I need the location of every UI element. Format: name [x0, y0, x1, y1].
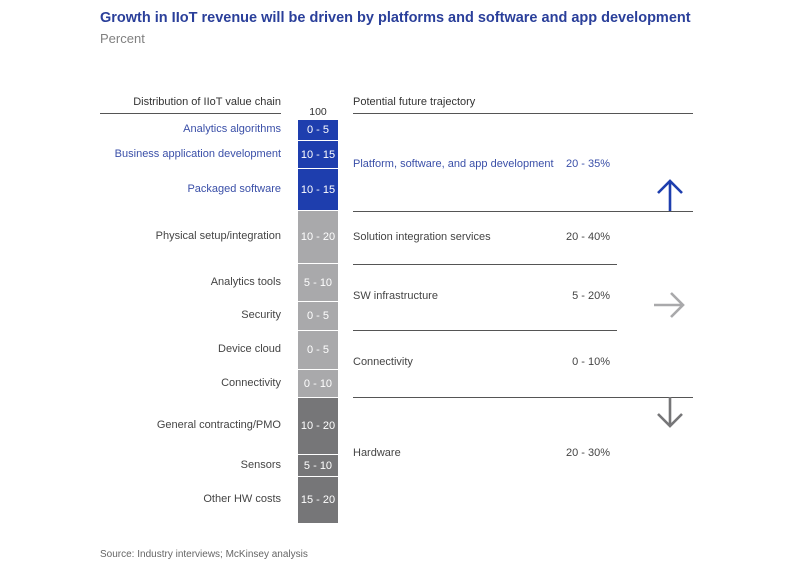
segment-category-label: Device cloud [218, 343, 281, 355]
up-arrow-icon [657, 179, 683, 211]
trajectory-value: 20 - 40% [565, 231, 610, 243]
segment-category-label: Other HW costs [203, 493, 281, 505]
segment-range-label: 10 - 20 [300, 420, 336, 432]
bar-segment: 0 - 5 [298, 120, 338, 140]
trajectory-value: 5 - 20% [572, 290, 610, 302]
segment-category-label: General contracting/PMO [156, 419, 281, 431]
down-arrow-icon [657, 397, 683, 428]
bar-segment: 0 - 5 [298, 331, 338, 369]
segment-range-label: 10 - 15 [300, 183, 336, 196]
trajectory-value: 20 - 35% [565, 158, 610, 170]
segment-range-label: 15 - 20 [300, 494, 336, 506]
segment-range-label: 0 - 5 [306, 344, 329, 356]
segment-category-label: Analytics algorithms [183, 123, 281, 135]
segment-category-label: Connectivity [221, 376, 281, 389]
trajectory-divider [353, 397, 693, 398]
trajectory-value: 20 - 30% [565, 447, 610, 459]
bar-segment: 10 - 15 [298, 169, 338, 210]
bar-segment: 0 - 10 [298, 370, 338, 397]
segment-category-label: Business application development [114, 147, 281, 160]
segment-range-label: 5 - 10 [303, 276, 333, 289]
segment-range-label: 10 - 20 [300, 231, 336, 243]
left-header-divider [100, 113, 281, 114]
segment-range-label: 0 - 10 [303, 377, 333, 390]
trajectory-label: Platform, software, and app development [353, 158, 554, 170]
segment-category-label: Sensors [240, 458, 281, 471]
bar-segment: 0 - 5 [298, 302, 338, 330]
right-header-divider [353, 113, 693, 114]
trajectory-divider [353, 211, 693, 212]
segment-range-label: 0 - 5 [306, 310, 329, 322]
trajectory-label: Hardware [353, 447, 401, 459]
bar-segment: 5 - 10 [298, 264, 338, 301]
segment-category-label: Physical setup/integration [155, 230, 281, 242]
trajectory-divider [353, 264, 617, 265]
segment-category-label: Analytics tools [210, 275, 281, 288]
bar-segment: 10 - 15 [298, 141, 338, 168]
segment-range-label: 5 - 10 [303, 459, 333, 472]
segment-category-label: Packaged software [187, 182, 281, 195]
left-column-header: Distribution of IIoT value chain [133, 96, 281, 108]
segment-category-label: Security [241, 309, 281, 321]
chart-title: Growth in IIoT revenue will be driven by… [100, 10, 691, 26]
bar-segment: 10 - 20 [298, 398, 338, 454]
bar-total-label: 100 [309, 106, 327, 118]
bar-segment: 10 - 20 [298, 211, 338, 263]
source-note: Source: Industry interviews; McKinsey an… [100, 549, 308, 560]
right-column-header: Potential future trajectory [353, 96, 476, 108]
trajectory-divider [353, 330, 617, 331]
segment-range-label: 0 - 5 [306, 124, 329, 136]
right-arrow-icon [654, 292, 685, 318]
trajectory-label: Connectivity [353, 356, 413, 368]
bar-segment: 15 - 20 [298, 477, 338, 523]
trajectory-label: SW infrastructure [353, 290, 438, 302]
trajectory-value: 0 - 10% [572, 356, 610, 368]
bar-segment: 5 - 10 [298, 455, 338, 476]
chart-subtitle: Percent [100, 31, 145, 46]
trajectory-label: Solution integration services [353, 231, 491, 243]
segment-range-label: 10 - 15 [300, 148, 336, 161]
